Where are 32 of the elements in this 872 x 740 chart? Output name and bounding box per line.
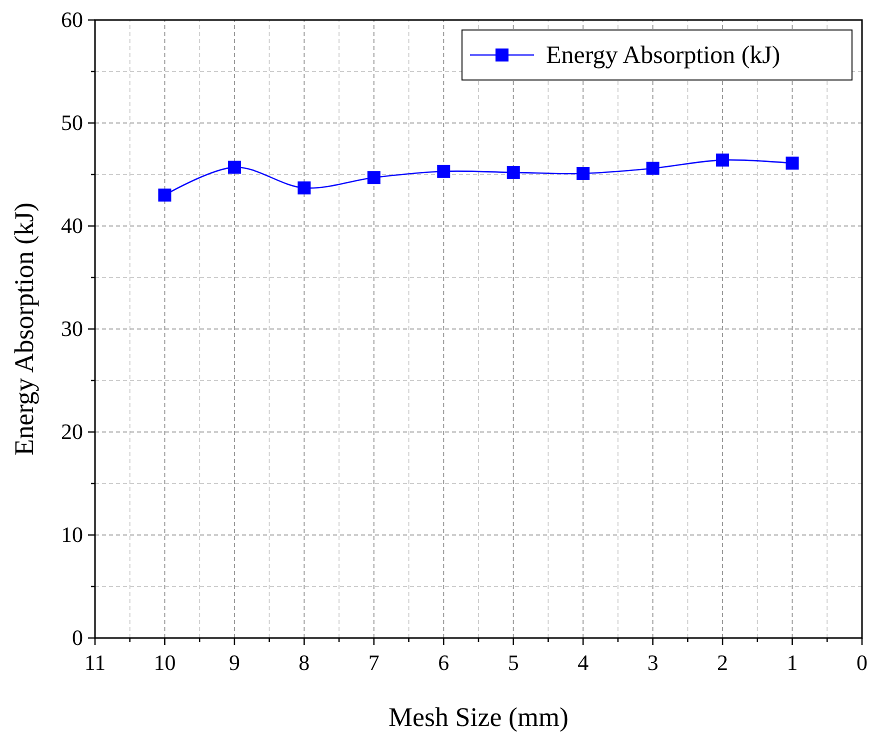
y-tick-label: 40 — [61, 213, 83, 238]
y-tick-label: 20 — [61, 419, 83, 444]
y-tick-label: 50 — [61, 110, 83, 135]
x-tick-label: 6 — [438, 650, 450, 675]
x-tick-label: 5 — [508, 650, 519, 675]
y-axis-title: Energy Absorption (kJ) — [9, 202, 39, 456]
x-tick-label: 0 — [856, 650, 868, 675]
x-tick-label: 7 — [368, 650, 380, 675]
x-tick-label: 9 — [228, 650, 240, 675]
point — [576, 166, 590, 180]
x-tick-label: 4 — [578, 650, 589, 675]
point — [367, 171, 380, 184]
point — [298, 181, 311, 194]
x-tick-label: 11 — [84, 650, 106, 675]
x-tick-label: 8 — [298, 650, 310, 675]
x-axis-title: Mesh Size (mm) — [388, 702, 568, 732]
x-tick-label: 1 — [786, 650, 798, 675]
point — [437, 164, 450, 178]
y-tick-label: 10 — [61, 522, 83, 547]
point — [786, 156, 799, 170]
point — [506, 166, 520, 179]
x-tick-label: 3 — [647, 650, 658, 675]
y-tick-label: 0 — [72, 625, 83, 650]
x-tick-label: 10 — [154, 650, 176, 675]
y-tick-label: 60 — [61, 7, 83, 32]
point — [228, 160, 241, 174]
point — [716, 154, 730, 167]
point — [158, 188, 172, 202]
legend-label: Energy Absorption (kJ) — [546, 42, 780, 69]
y-tick-label: 30 — [61, 316, 83, 341]
x-tick-label: 2 — [717, 650, 728, 675]
point — [646, 162, 660, 175]
